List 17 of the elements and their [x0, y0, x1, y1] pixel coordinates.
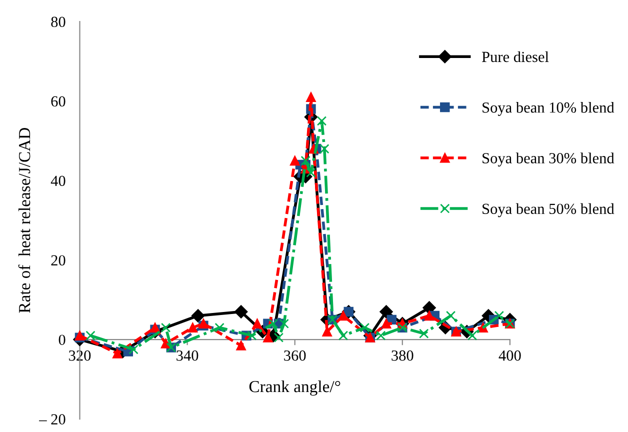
x-tick-label: 380: [392, 350, 414, 361]
y-tick-label: 0: [58, 334, 66, 346]
legend-label: Pure diesel: [482, 51, 549, 62]
x-tick-label: 320: [69, 350, 91, 361]
y-tick-label: 80: [51, 16, 66, 28]
y-tick-label: – 20: [39, 414, 66, 424]
x-axis-title: Crank angle/°: [249, 380, 340, 396]
legend-label: Soya bean 30% blend: [482, 152, 614, 167]
y-tick-label: 60: [51, 96, 66, 107]
legend-label: Soya bean 10% blend: [482, 102, 614, 116]
y-axis-title: Rate of heat release/J/CAD: [18, 128, 30, 313]
x-tick-label: 340: [176, 350, 198, 361]
legend-label: Soya bean 50% blend: [482, 203, 614, 218]
x-tick-label: 360: [284, 350, 306, 361]
y-tick-label: 20: [51, 255, 66, 266]
x-tick-label: 400: [498, 350, 521, 361]
y-tick-label: 40: [50, 176, 66, 186]
